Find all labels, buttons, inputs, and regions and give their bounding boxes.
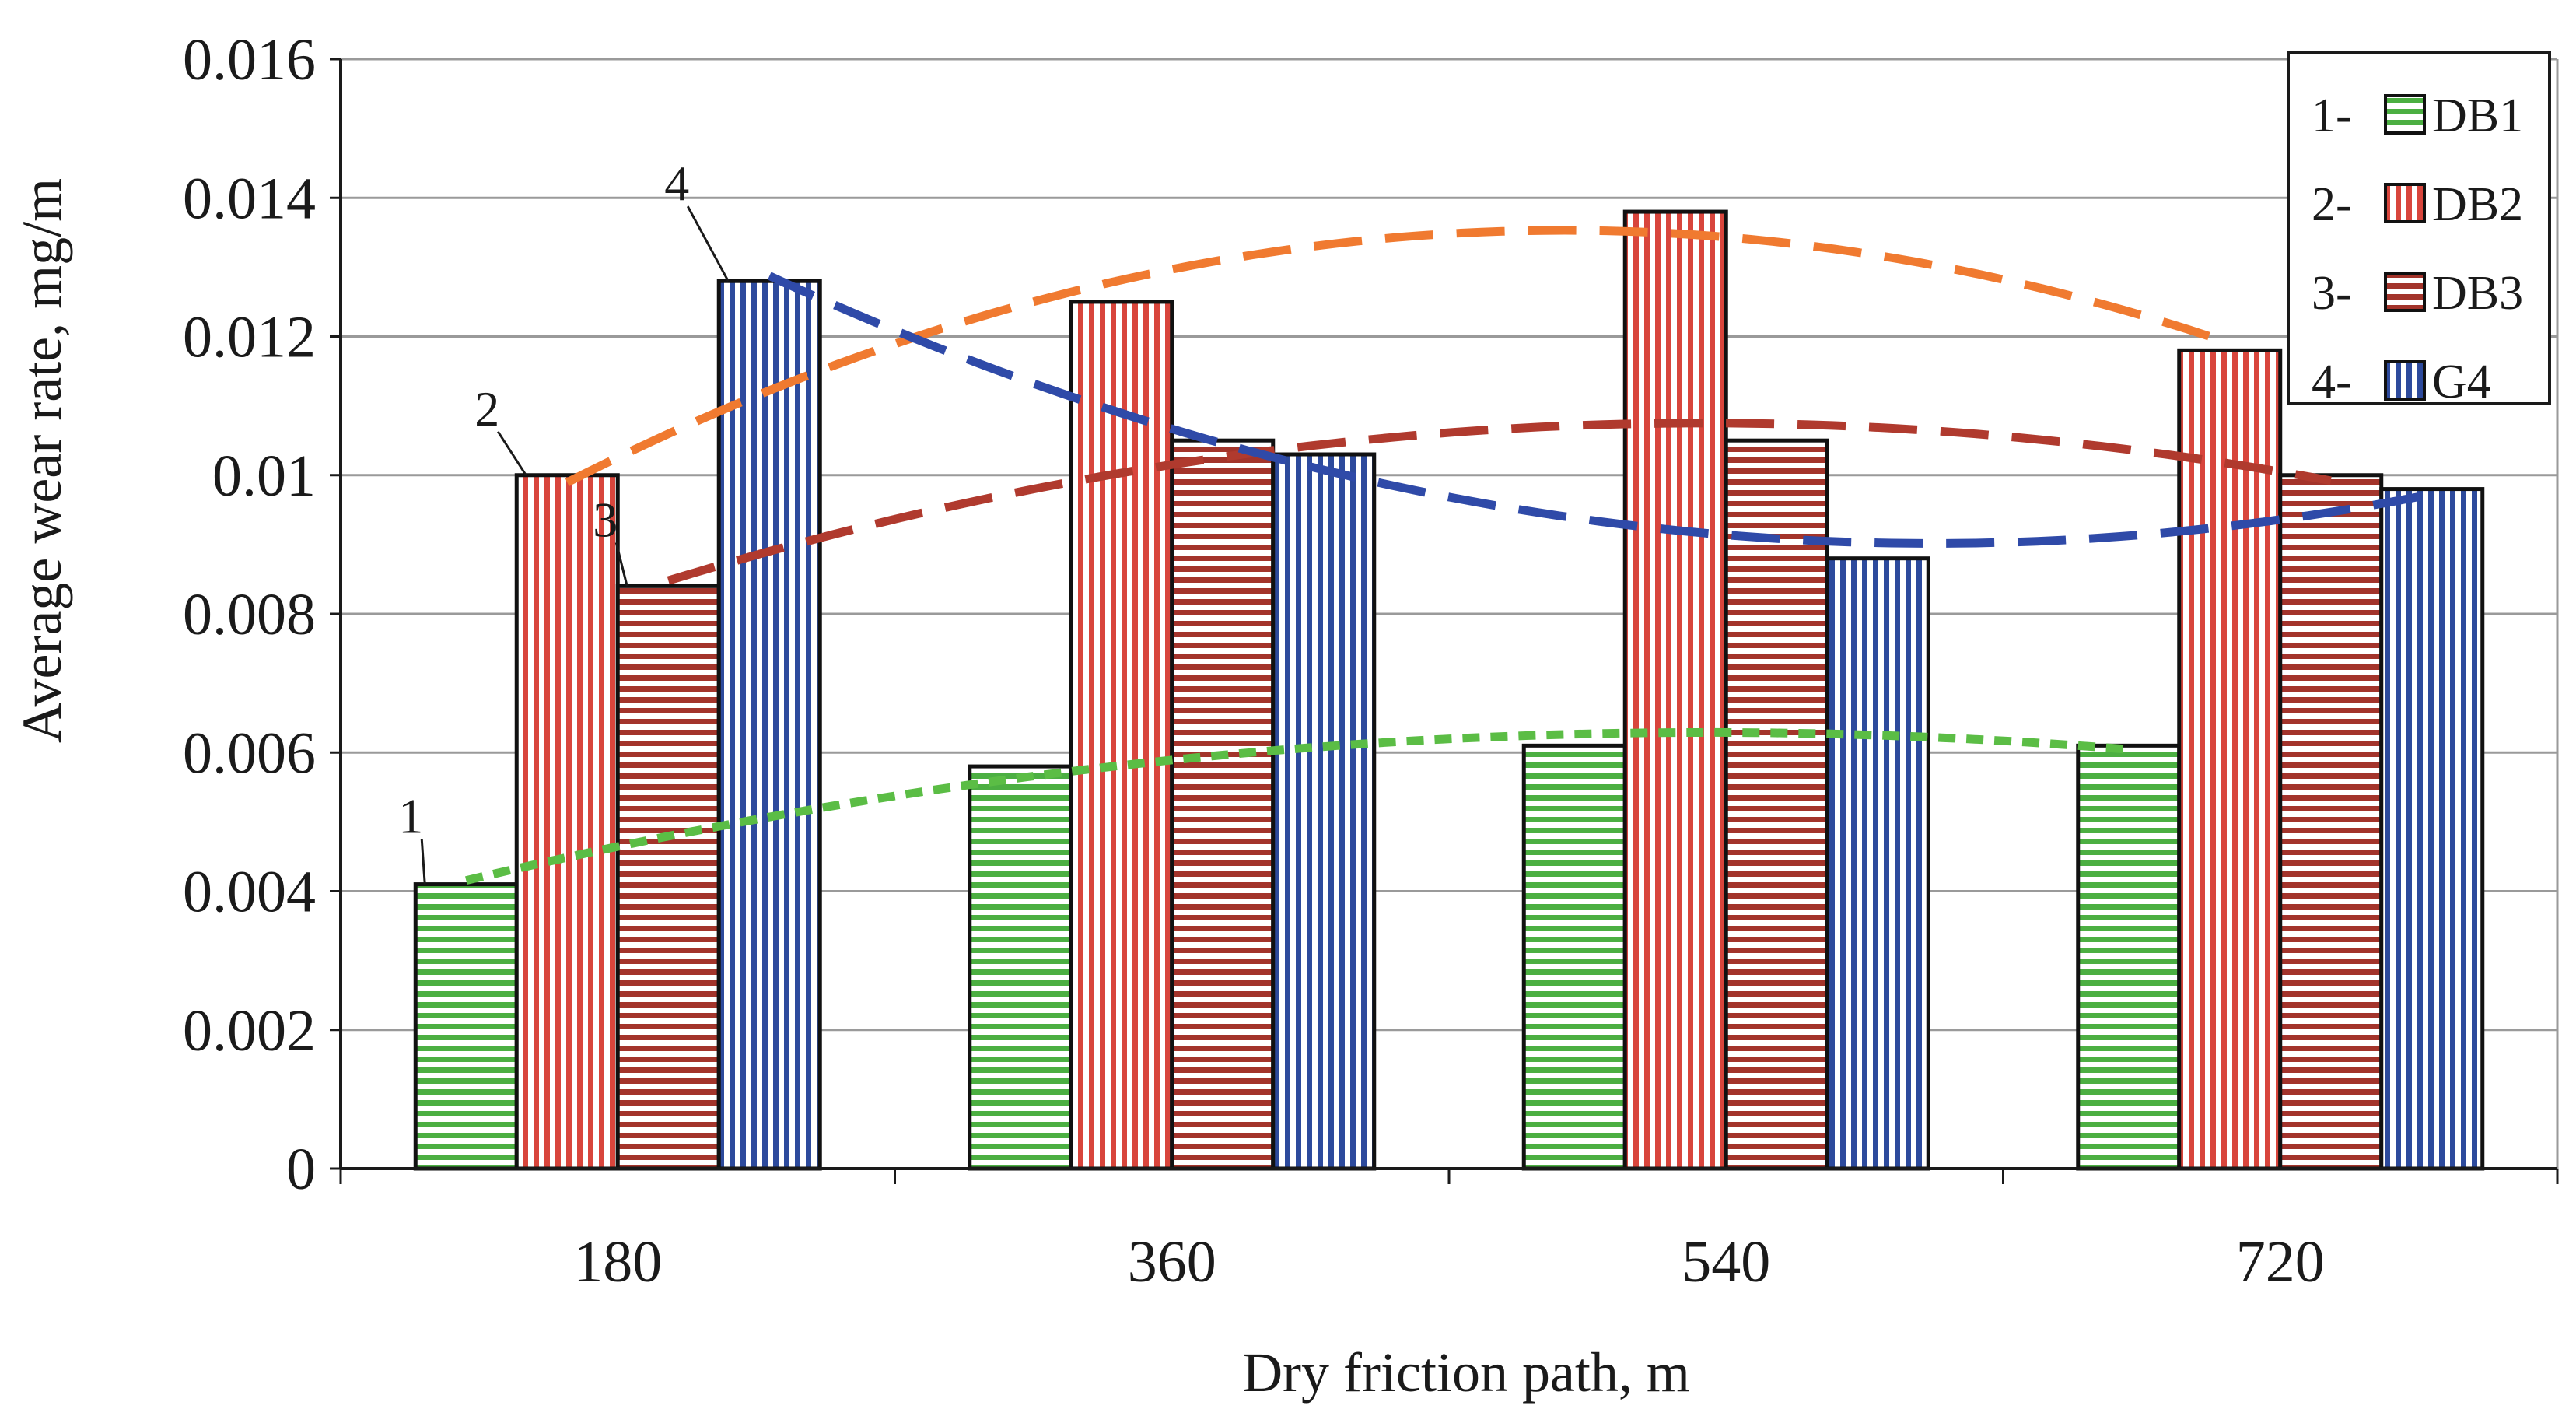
trendline-g4 — [768, 272, 2433, 548]
legend-label: DB1 — [2432, 89, 2523, 142]
legend-prefix: 1- — [2312, 89, 2352, 142]
annotation-leader — [496, 430, 527, 476]
annotation-label: 3 — [593, 492, 618, 547]
legend: 1- DB1 2- DB2 3- DB3 4- G4 — [2287, 51, 2551, 408]
y-tick-label: 0.004 — [183, 860, 316, 925]
legend-label: DB2 — [2432, 178, 2523, 231]
y-tick-label: 0.014 — [183, 166, 316, 231]
bar-g4-360 — [1271, 452, 1377, 1171]
annotation-leader — [614, 542, 628, 587]
annotation-leader — [686, 205, 730, 282]
annotation-leader — [420, 839, 426, 885]
legend-label: DB3 — [2432, 267, 2523, 320]
y-axis-title: Average wear rate, mg/m — [11, 178, 73, 743]
legend-swatch-db2 — [2384, 183, 2426, 223]
bar-db2-360 — [1069, 300, 1174, 1171]
annotations: 1 2 3 4 — [398, 156, 730, 885]
y-tick-label: 0.01 — [212, 443, 316, 509]
bar-db2-180 — [514, 473, 620, 1171]
bar-g4-540 — [1825, 556, 1930, 1171]
bar-db1-180 — [413, 882, 519, 1171]
bar-db1-720 — [2076, 743, 2182, 1171]
legend-prefix: 3- — [2312, 267, 2352, 320]
annotation-label: 1 — [398, 789, 423, 844]
bar-g4-720 — [2379, 487, 2485, 1171]
bar-db1-540 — [1521, 743, 1627, 1171]
bar-db3-180 — [615, 584, 721, 1171]
legend-prefix: 2- — [2312, 178, 2352, 231]
trendline-db2 — [565, 226, 2231, 487]
legend-prefix: 4- — [2312, 356, 2352, 408]
legend-swatch-db3 — [2384, 272, 2426, 312]
legend-swatch-g4 — [2384, 360, 2426, 401]
y-tick-label: 0.006 — [183, 720, 316, 786]
y-tick-label: 0.016 — [183, 27, 316, 93]
x-tick-label: 360 — [1128, 1229, 1216, 1295]
y-tick-label: 0.002 — [183, 998, 316, 1064]
annotation-label: 2 — [474, 381, 499, 436]
y-tick-label: 0.008 — [183, 582, 316, 647]
x-tick-label: 180 — [573, 1229, 662, 1295]
annotation-label: 4 — [664, 156, 689, 211]
bars — [413, 209, 2485, 1171]
x-axis-title: Dry friction path, m — [1242, 1341, 1690, 1404]
trendline-db1 — [465, 727, 2130, 885]
legend-label: G4 — [2432, 356, 2491, 408]
bar-g4-180 — [716, 279, 822, 1171]
y-tick-label: 0.012 — [183, 305, 316, 370]
bar-db1-360 — [968, 764, 1073, 1171]
bar-db3-360 — [1170, 438, 1276, 1171]
bar-db3-720 — [2278, 473, 2384, 1171]
trendlines — [465, 226, 2433, 885]
trendline-db3 — [667, 419, 2332, 585]
x-tick-label: 540 — [1682, 1229, 1770, 1295]
y-tick-label: 0 — [286, 1137, 316, 1202]
bar-db3-540 — [1724, 438, 1829, 1171]
axes: 0 0.002 0.004 0.006 0.008 0.01 0.012 0.014 0.016… — [183, 27, 2559, 1295]
bar-db2-540 — [1622, 209, 1728, 1171]
legend-swatch-db1 — [2384, 94, 2426, 135]
x-tick-label: 720 — [2236, 1229, 2325, 1295]
